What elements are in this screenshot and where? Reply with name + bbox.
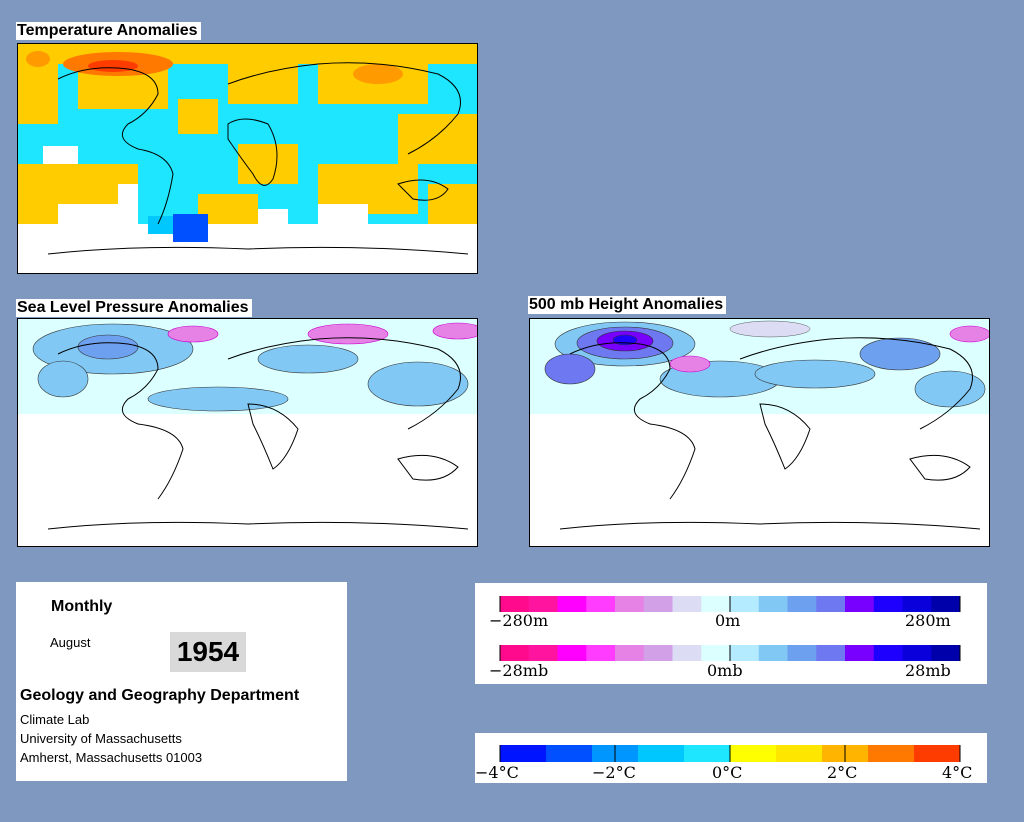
pressure-scale-swatch — [873, 645, 903, 661]
temp-label-3: 2°C — [827, 763, 858, 782]
height-pressure-legend: −280m 0m 280m −28mb 0mb 28mb — [475, 583, 987, 684]
pressure-label-max: 28mb — [905, 661, 951, 680]
pressure-scale-swatch — [528, 645, 558, 661]
pressure-scale-swatch — [701, 645, 731, 661]
pressure-scale-swatch — [816, 645, 846, 661]
height-label-zero: 0m — [715, 611, 741, 630]
temp-label-4: 4°C — [942, 763, 973, 782]
pressure-scale-swatch — [931, 645, 961, 661]
temperature-scale-swatch — [776, 745, 823, 762]
temperature-scale-swatch — [914, 745, 961, 762]
temperature-anomaly-map — [17, 43, 478, 274]
height-500mb-map — [529, 318, 990, 547]
pressure-label-min: −28mb — [489, 661, 549, 680]
temp-label-2: 0°C — [712, 763, 743, 782]
height-scale-swatch — [873, 596, 903, 612]
info-panel: Monthly August 1954 Geology and Geograph… — [16, 582, 347, 781]
pressure-scale-swatch — [758, 645, 788, 661]
period-label: Monthly — [51, 598, 113, 615]
department-label: Geology and Geography Department — [20, 687, 300, 704]
temperature-scale-bar — [499, 745, 961, 762]
temperature-scale-swatch — [868, 745, 915, 762]
pressure-scale-swatch — [730, 645, 760, 661]
temperature-map-title: Temperature Anomalies — [16, 22, 201, 40]
height-label-min: −280m — [489, 611, 549, 630]
height-label-max: 280m — [905, 611, 951, 630]
pressure-scale-swatch — [672, 645, 702, 661]
height-scale-swatch — [902, 596, 932, 612]
temperature-scale-swatch — [546, 745, 593, 762]
height-scale-swatch — [758, 596, 788, 612]
height-scale-swatch — [528, 596, 558, 612]
pressure-scale-swatch — [615, 645, 645, 661]
university-label: University of Massachusetts — [20, 731, 182, 746]
pressure-scale-swatch — [787, 645, 817, 661]
height-scale-swatch — [557, 596, 587, 612]
height-map-title: 500 mb Height Anomalies — [528, 296, 727, 314]
temp-label-1: −2°C — [592, 763, 636, 782]
height-scale-swatch — [701, 596, 731, 612]
pressure-scale-swatch — [643, 645, 673, 661]
pressure-scale-swatch — [586, 645, 616, 661]
sea-level-pressure-map — [17, 318, 478, 547]
temp-label-0: −4°C — [475, 763, 519, 782]
pressure-scale-swatch — [500, 645, 530, 661]
height-scale-swatch — [816, 596, 846, 612]
year-label: 1954 — [170, 632, 246, 672]
slp-map-title: Sea Level Pressure Anomalies — [16, 299, 252, 317]
height-scale-swatch — [672, 596, 702, 612]
height-scale-swatch — [586, 596, 616, 612]
height-scale-swatch — [931, 596, 961, 612]
address-label: Amherst, Massachusetts 01003 — [20, 750, 203, 765]
temperature-scale-swatch — [730, 745, 777, 762]
height-scale-swatch — [643, 596, 673, 612]
height-scale-swatch — [730, 596, 760, 612]
temperature-scale-swatch — [500, 745, 547, 762]
pressure-label-zero: 0mb — [707, 661, 743, 680]
temperature-scale-swatch — [638, 745, 685, 762]
pressure-scale-swatch — [557, 645, 587, 661]
month-label: August — [50, 635, 91, 650]
pressure-scale-swatch — [845, 645, 875, 661]
temperature-scale-swatch — [684, 745, 731, 762]
color-scale-bars — [499, 596, 961, 661]
height-scale-swatch — [615, 596, 645, 612]
lab-label: Climate Lab — [20, 712, 90, 727]
height-scale-swatch — [500, 596, 530, 612]
temperature-legend: −4°C −2°C 0°C 2°C 4°C — [475, 733, 987, 783]
pressure-scale-swatch — [902, 645, 932, 661]
height-scale-swatch — [845, 596, 875, 612]
height-scale-swatch — [787, 596, 817, 612]
